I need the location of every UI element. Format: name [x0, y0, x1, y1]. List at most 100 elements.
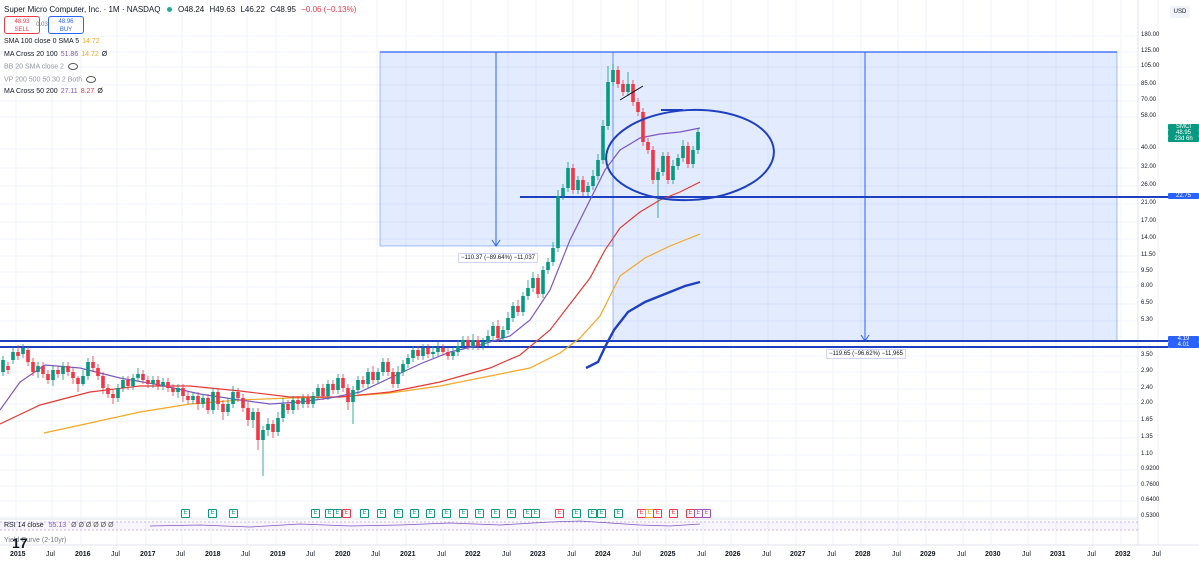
- candle-body: [431, 352, 435, 354]
- earnings-icon[interactable]: E: [597, 509, 606, 518]
- candle-body: [346, 388, 350, 402]
- candle-body: [136, 374, 140, 378]
- sell-button[interactable]: 48.93 SELL: [4, 16, 40, 34]
- time-tick-label: 2020: [335, 551, 351, 558]
- buy-button[interactable]: 48.96 BUY: [48, 16, 84, 34]
- time-tick-label: Jul: [46, 551, 55, 558]
- candle-body: [536, 278, 540, 294]
- earnings-icon[interactable]: E: [669, 509, 678, 518]
- time-tick-label: 2015: [10, 551, 26, 558]
- rsi-tail: Ø Ø Ø Ø Ø Ø: [71, 522, 114, 529]
- eye-icon[interactable]: [67, 63, 78, 70]
- candle-body: [211, 392, 215, 410]
- candle-body: [406, 358, 410, 364]
- candle-body: [56, 370, 60, 374]
- time-tick-label: Jul: [437, 551, 446, 558]
- time-tick-label: 2032: [1115, 551, 1131, 558]
- chart-grid: [0, 0, 1159, 545]
- indicator-label: MA Cross 20 100: [4, 50, 58, 58]
- market-status-icon: [166, 7, 172, 13]
- symbol-header: Super Micro Computer, Inc. · 1M · NASDAQ…: [4, 5, 359, 14]
- price-tick-label: 11.50: [1141, 252, 1156, 258]
- earnings-icon[interactable]: E: [555, 509, 564, 518]
- symbol-title[interactable]: Super Micro Computer, Inc. · 1M · NASDAQ: [4, 5, 161, 14]
- earnings-icon[interactable]: E: [360, 509, 369, 518]
- price-tick-label: 5.30: [1141, 317, 1153, 323]
- price-tick-label: 0.5300: [1141, 513, 1160, 519]
- price-tick-label: 6.50: [1141, 300, 1153, 306]
- price-tick-label: 26.00: [1141, 182, 1157, 188]
- tradingview-logo[interactable]: 17: [12, 535, 28, 551]
- earnings-icon[interactable]: E: [311, 509, 320, 518]
- candle-body: [641, 112, 645, 142]
- candle-body: [246, 408, 250, 420]
- candle-body: [71, 372, 75, 378]
- indicator-legend[interactable]: SMA 100 close 0 SMA 5 14.72: [4, 38, 100, 45]
- earnings-icon[interactable]: E: [229, 509, 238, 518]
- earnings-icon[interactable]: E: [410, 509, 419, 518]
- candle-body: [436, 348, 440, 352]
- candle-body: [301, 398, 305, 404]
- earnings-icon[interactable]: E: [442, 509, 451, 518]
- earnings-icon[interactable]: E: [475, 509, 484, 518]
- rsi-legend[interactable]: RSI 14 close 55.13 Ø Ø Ø Ø Ø Ø: [4, 522, 114, 529]
- ohlc-values: O48.24 H49.63 L46.22 C48.95 −0.06 (−0.13…: [178, 5, 359, 14]
- price-tick-label: 40.00: [1141, 145, 1157, 151]
- candle-body: [111, 394, 115, 398]
- candle-body: [156, 380, 160, 386]
- yield-curve-legend[interactable]: Yield Curve (2-10yr): [4, 537, 66, 544]
- earnings-icon[interactable]: E: [394, 509, 403, 518]
- time-tick-label: 2030: [985, 551, 1001, 558]
- earnings-icon[interactable]: E: [572, 509, 581, 518]
- price-tick-label: 85.00: [1141, 81, 1157, 87]
- earnings-icon[interactable]: E: [702, 509, 711, 518]
- indicator-legend[interactable]: VP 200 500 50 30 2 Both: [4, 75, 97, 83]
- earnings-icon[interactable]: E: [653, 509, 662, 518]
- candle-body: [306, 398, 310, 404]
- indicator-legend[interactable]: MA Cross 50 200 27.11 8.27 Ø: [4, 88, 103, 95]
- candle-body: [236, 392, 240, 398]
- indicator-legend[interactable]: BB 20 SMA close 2: [4, 63, 78, 70]
- eye-icon[interactable]: [86, 75, 97, 83]
- price-tag: 4.01: [1168, 342, 1199, 348]
- earnings-icon[interactable]: E: [426, 509, 435, 518]
- candle-body: [226, 404, 230, 412]
- candle-body: [466, 340, 470, 346]
- earnings-icon[interactable]: E: [342, 509, 351, 518]
- price-tag: 48.95: [1168, 130, 1199, 136]
- price-tick-label: 0.7600: [1141, 482, 1160, 488]
- time-tick-label: Jul: [502, 551, 511, 558]
- time-tick-label: Jul: [827, 551, 836, 558]
- candle-body: [576, 180, 580, 190]
- candle-body: [291, 400, 295, 410]
- price-tag: SMCI: [1168, 124, 1199, 130]
- indicator-legend[interactable]: MA Cross 20 100 51.86 14.72 Ø: [4, 51, 107, 58]
- candle-body: [551, 248, 555, 262]
- time-tick-label: 2021: [400, 551, 416, 558]
- earnings-icon[interactable]: E: [459, 509, 468, 518]
- currency-button[interactable]: USD: [1170, 6, 1190, 18]
- earnings-icon[interactable]: E: [491, 509, 500, 518]
- earnings-icon[interactable]: E: [208, 509, 217, 518]
- candle-body: [486, 336, 490, 342]
- time-tick-label: Jul: [241, 551, 250, 558]
- indicator-value: Ø: [97, 88, 103, 95]
- earnings-icon[interactable]: E: [181, 509, 190, 518]
- earnings-icon[interactable]: E: [333, 509, 342, 518]
- earnings-icon[interactable]: E: [588, 509, 597, 518]
- ohlc-low: L46.22: [240, 5, 265, 14]
- candle-body: [91, 362, 95, 368]
- candle-body: [351, 390, 355, 402]
- earnings-icon[interactable]: E: [377, 509, 386, 518]
- candle-body: [61, 366, 65, 374]
- price-tick-label: 2.40: [1141, 385, 1153, 391]
- candle-body: [476, 340, 480, 346]
- time-tick-label: Jul: [176, 551, 185, 558]
- earnings-icon[interactable]: E: [507, 509, 516, 518]
- earnings-icon[interactable]: E: [531, 509, 540, 518]
- candle-body: [566, 168, 570, 188]
- candle-body: [461, 340, 465, 346]
- candle-body: [321, 388, 325, 396]
- earnings-icon[interactable]: E: [614, 509, 623, 518]
